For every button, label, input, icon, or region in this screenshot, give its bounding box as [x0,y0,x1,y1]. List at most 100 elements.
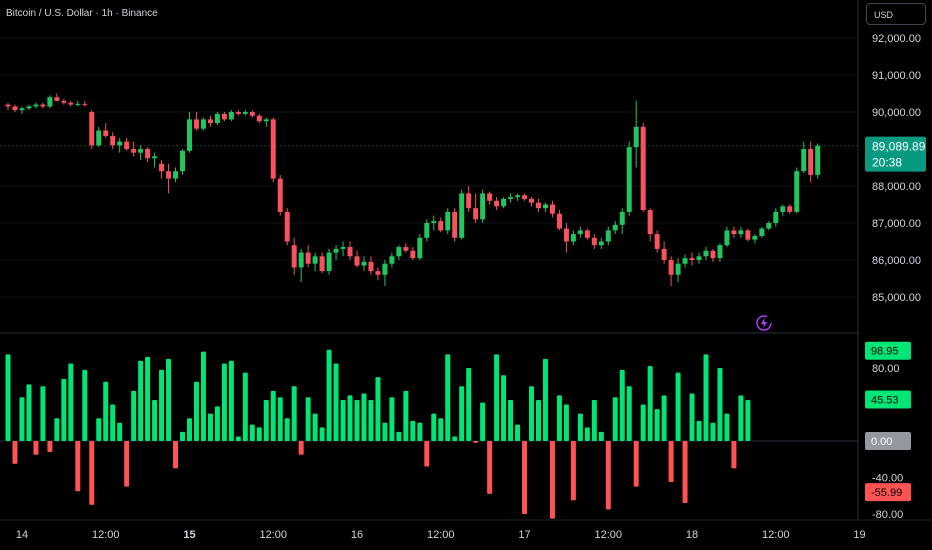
osc-bar [410,420,416,441]
candle [291,245,297,268]
candle [759,228,765,236]
osc-bar [445,354,451,441]
osc-bar [103,381,109,441]
candle [103,130,109,137]
candle [228,112,234,120]
osc-bar [291,386,297,441]
osc-bar [277,397,283,441]
time-tick-label: 12:00 [259,529,287,541]
candle [661,248,667,260]
osc-bar [173,441,179,469]
price-tick-label: 85,000.00 [872,292,921,304]
osc-bar [326,349,332,441]
candle [68,102,74,105]
candle [724,230,730,246]
candle [277,178,283,212]
osc-bar [403,390,409,441]
candle [794,171,800,212]
osc-bar [228,360,234,441]
candle [591,237,597,246]
osc-bar [145,357,151,441]
osc-bar [354,399,360,441]
candle [26,106,32,109]
osc-bar [207,413,213,441]
candle [515,195,521,198]
candle [710,250,716,259]
osc-bar [508,399,514,441]
grid [0,0,859,520]
osc-value-label: 0.00 [871,436,892,448]
candle [82,103,88,105]
candle [5,104,11,107]
candle [445,211,451,231]
osc-value-badge [865,390,911,409]
osc-bar [68,363,74,441]
osc-bar [556,395,562,441]
candle [682,258,688,264]
time-tick-label: 12:00 [595,529,623,541]
candle [640,126,646,211]
osc-tick-label: -80.00 [872,509,903,521]
candle [396,247,402,257]
osc-bar [319,427,325,441]
candle [284,211,290,242]
candle [424,223,430,238]
candle [675,263,681,275]
candle [166,171,172,179]
candle [773,211,779,223]
osc-bar [200,351,206,441]
osc-tick-label: 80.00 [872,363,900,375]
osc-bar [396,431,402,441]
candle [131,149,137,153]
osc-bar [682,441,688,504]
candle [347,247,353,257]
osc-bar [535,399,541,441]
candle [508,197,514,199]
candle [221,113,227,120]
time-tick-label: 12:00 [427,529,455,541]
osc-value-label: 98.95 [871,346,899,358]
osc-bar [717,368,723,441]
osc-bar [724,413,730,441]
osc-bar [242,372,248,441]
osc-bar [389,397,395,441]
candle [382,263,388,275]
candle [200,119,206,129]
osc-bar [159,369,165,441]
candle [319,256,325,272]
osc-bar [180,431,185,441]
candle [152,156,158,159]
osc-bar [19,397,25,441]
last-price-label: 89,089.89 [872,140,926,154]
osc-bar [577,413,583,441]
osc-bar [12,441,18,464]
candle [563,228,569,242]
osc-bar [235,436,241,441]
osc-bar [186,418,192,441]
candle [731,230,737,235]
candle [75,103,81,105]
osc-bar [305,397,311,441]
price-tick-label: 92,000.00 [872,33,921,45]
candle [542,204,548,209]
osc-value-badge [865,432,911,450]
osc-bar [333,363,339,441]
countdown-label: 20:38 [872,156,902,170]
osc-bar [738,395,744,441]
candle [619,211,625,225]
candle [633,126,639,148]
osc-value-badge [865,341,911,360]
osc-bar [598,431,604,441]
price-tick-label: 91,000.00 [872,70,921,82]
candle [235,112,241,114]
osc-bar [529,386,534,441]
osc-bar [249,424,255,441]
osc-bar [26,384,32,441]
osc-bar [368,399,374,441]
replay-lightning-icon[interactable] [755,314,773,332]
time-tick-label: 12:00 [92,529,120,541]
currency-button[interactable]: USD [866,3,926,25]
time-tick-label: 14 [16,529,28,541]
osc-bar [375,377,381,441]
